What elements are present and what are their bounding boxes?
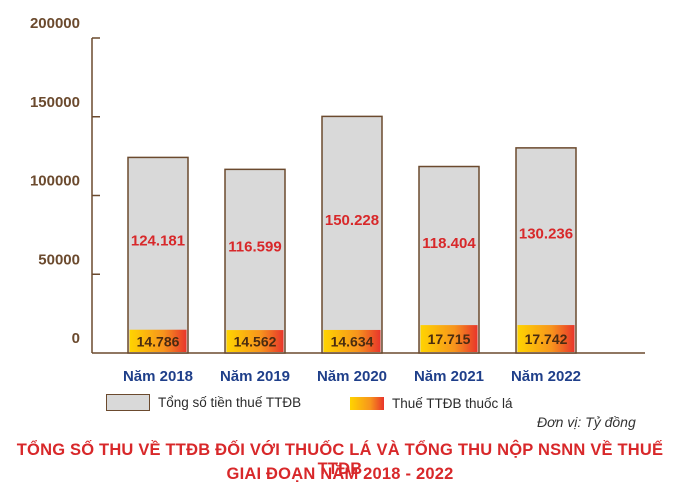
data-label-total: 150.228 bbox=[325, 212, 379, 229]
bar-chart: 0 50000 100000 150000 200000 124.181 14.786 Nă… bbox=[30, 15, 645, 385]
bar-tobacco bbox=[226, 330, 284, 352]
x-category-label: Năm 2019 bbox=[220, 368, 290, 385]
chart-title-line-1: TỔNG SỐ THU VỀ TTĐB ĐỐI VỚI THUỐC LÁ VÀ … bbox=[16, 441, 664, 478]
legend-item-total: Tổng số tiền thuế TTĐB bbox=[106, 394, 301, 411]
y-tick-label: 100000 bbox=[30, 173, 80, 190]
bar-tobacco bbox=[323, 329, 381, 352]
data-label-total: 116.599 bbox=[228, 239, 281, 256]
data-label-tobacco: 17.742 bbox=[525, 331, 568, 347]
data-label-tobacco: 14.786 bbox=[137, 333, 180, 349]
data-label-total: 124.181 bbox=[131, 233, 185, 250]
x-category-label: Năm 2020 bbox=[317, 368, 387, 385]
legend-label-total: Tổng số tiền thuế TTĐB bbox=[158, 395, 302, 410]
y-tick-label: 200000 bbox=[30, 15, 80, 32]
x-category-label: Năm 2021 bbox=[414, 368, 484, 385]
chart-title-line-2: GIAI ĐOẠN NĂM 2018 - 2022 bbox=[226, 465, 454, 483]
bar-total bbox=[321, 115, 383, 354]
legend-item-tobacco: Thuế TTĐB thuốc lá bbox=[350, 396, 513, 411]
data-label-tobacco: 17.715 bbox=[428, 331, 471, 347]
bar-total bbox=[127, 156, 189, 354]
data-label-total: 118.404 bbox=[422, 235, 476, 252]
y-tick-label: 150000 bbox=[30, 94, 80, 111]
legend-swatch-tobacco bbox=[350, 397, 384, 410]
data-label-total: 130.236 bbox=[519, 225, 573, 242]
data-label-tobacco: 14.634 bbox=[331, 333, 374, 349]
bar-tobacco bbox=[129, 329, 187, 352]
bar-total bbox=[515, 147, 577, 354]
legend-label-tobacco: Thuế TTĐB thuốc lá bbox=[392, 396, 513, 411]
unit-note: Đơn vị: Tỷ đồng bbox=[537, 414, 636, 430]
bar-total bbox=[418, 165, 480, 354]
bar-total bbox=[224, 168, 286, 354]
y-tick-label: 0 bbox=[72, 330, 80, 347]
data-label-tobacco: 14.562 bbox=[234, 334, 277, 350]
legend-swatch-total bbox=[106, 394, 150, 411]
bar-tobacco bbox=[420, 325, 478, 352]
x-category-label: Năm 2018 bbox=[123, 368, 193, 385]
bar-tobacco bbox=[517, 325, 575, 352]
y-tick-label: 50000 bbox=[38, 251, 80, 268]
x-category-label: Năm 2022 bbox=[511, 368, 581, 385]
